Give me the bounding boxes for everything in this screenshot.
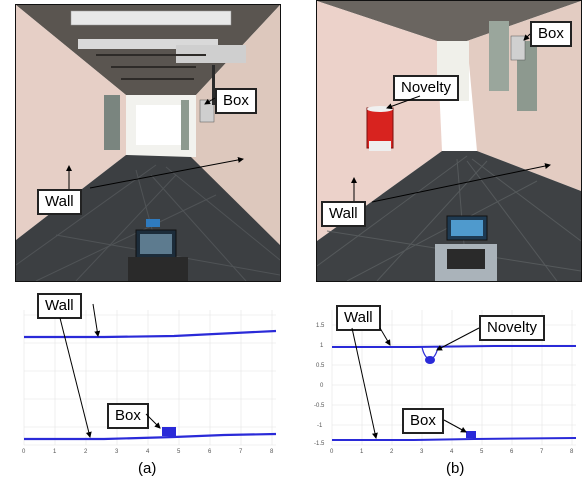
svg-text:3: 3: [420, 449, 424, 455]
svg-text:-1.5: -1.5: [314, 441, 325, 447]
plot-a-near-wall: [24, 432, 277, 441]
svg-text:2: 2: [84, 449, 88, 455]
svg-text:1.5: 1.5: [316, 323, 325, 329]
svg-text:-0.5: -0.5: [314, 403, 325, 409]
plot-a-x-ticks: 0 1 2 3 4 5 6 7 8: [22, 449, 274, 455]
svg-text:8: 8: [570, 449, 574, 455]
svg-text:8: 8: [270, 449, 274, 455]
plot-b-novelty-label: Novelty: [479, 315, 546, 341]
caption-a: (a): [138, 460, 157, 477]
plot-a-wall-label: Wall: [37, 293, 82, 319]
plot-b-x-ticks: 0 1 2 3 4 5 6 7 8: [330, 449, 574, 455]
plot-b-wall-label: Wall: [336, 305, 381, 331]
photo-b-novelty-label: Novelty: [393, 75, 460, 101]
svg-text:6: 6: [510, 449, 514, 455]
svg-text:0: 0: [22, 449, 26, 455]
svg-text:0.5: 0.5: [316, 363, 325, 369]
svg-text:-1: -1: [317, 423, 323, 429]
svg-text:1: 1: [360, 449, 364, 455]
svg-text:0: 0: [330, 449, 334, 455]
svg-text:6: 6: [208, 449, 212, 455]
svg-text:1: 1: [320, 343, 324, 349]
plot-a-box-label: Box: [107, 403, 149, 429]
plot-a-box-cluster: [162, 427, 176, 436]
corridor-photo-b: [317, 1, 581, 281]
photo-a-wall-label: Wall: [37, 189, 82, 215]
corridor-photo-a: [16, 5, 280, 281]
svg-text:3: 3: [115, 449, 119, 455]
svg-text:7: 7: [239, 449, 243, 455]
caption-b: (b): [446, 460, 465, 477]
photo-panel-b: [316, 0, 582, 282]
plot-b-y-ticks: 1.5 1 0.5 0 -0.5 -1 -1.5: [314, 323, 325, 447]
photo-b-box-label: Box: [530, 21, 572, 47]
svg-text:4: 4: [450, 449, 454, 455]
svg-text:5: 5: [177, 449, 181, 455]
plot-b-box-label: Box: [402, 408, 444, 434]
plot-b-far-wall: [332, 345, 576, 348]
svg-text:1: 1: [53, 449, 57, 455]
svg-text:4: 4: [146, 449, 150, 455]
plot-b-box-cluster: [466, 431, 476, 438]
photo-b-wall-label: Wall: [321, 201, 366, 227]
plot-a-far-wall: [24, 329, 277, 339]
photo-a-box-label: Box: [215, 88, 257, 114]
svg-text:0: 0: [320, 383, 324, 389]
plot-b-near-wall: [332, 437, 577, 441]
scan-plot-a: 0 1 2 3 4 5 6 7 8: [22, 310, 277, 455]
svg-text:2: 2: [390, 449, 394, 455]
svg-text:5: 5: [480, 449, 484, 455]
svg-text:7: 7: [540, 449, 544, 455]
photo-panel-a: [15, 4, 281, 282]
